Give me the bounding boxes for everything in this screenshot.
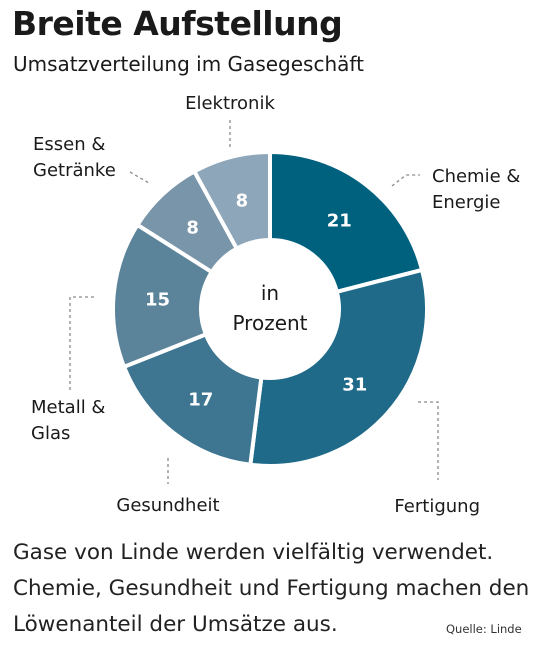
donut-chart: 21 31 17 15 8 8 in Prozent Chemie & Energie Fertig…	[31, 93, 520, 517]
category-label: Energie	[432, 192, 500, 213]
leader-line	[418, 401, 439, 480]
slice-value-label: 31	[342, 375, 367, 396]
chart-title: Breite Aufstellung	[12, 4, 343, 43]
center-label: Prozent	[232, 311, 307, 335]
category-label: Elektronik	[185, 93, 275, 114]
slice-value-label: 8	[186, 218, 199, 239]
category-label: Gesundheit	[116, 495, 219, 516]
donut-slice-3	[111, 222, 215, 370]
category-label: Glas	[31, 423, 70, 444]
slice-value-label: 17	[188, 389, 213, 410]
donut-slice-2	[121, 331, 264, 467]
center-label: in	[261, 281, 279, 305]
category-label: Metall &	[31, 397, 105, 418]
category-label: Fertigung	[394, 496, 480, 517]
donut-slice-0	[268, 149, 425, 295]
slice-value-label: 8	[236, 191, 249, 212]
category-label: Essen &	[33, 134, 105, 155]
leader-line	[69, 296, 94, 390]
chart-caption: Gase von Linde werden vielfältig verwend…	[13, 540, 530, 637]
leader-line	[129, 171, 150, 184]
category-label: Getränke	[33, 160, 116, 181]
slice-value-label: 21	[327, 211, 352, 232]
donut-slice-5	[191, 149, 272, 252]
chart-subtitle: Umsatzverteilung im Gasegeschäft	[13, 52, 364, 76]
leader-line	[391, 174, 420, 187]
slice-value-label: 15	[145, 289, 170, 310]
donut-slice-1	[248, 267, 429, 468]
source-note: Quelle: Linde	[446, 622, 522, 636]
category-label: Chemie &	[432, 166, 520, 187]
